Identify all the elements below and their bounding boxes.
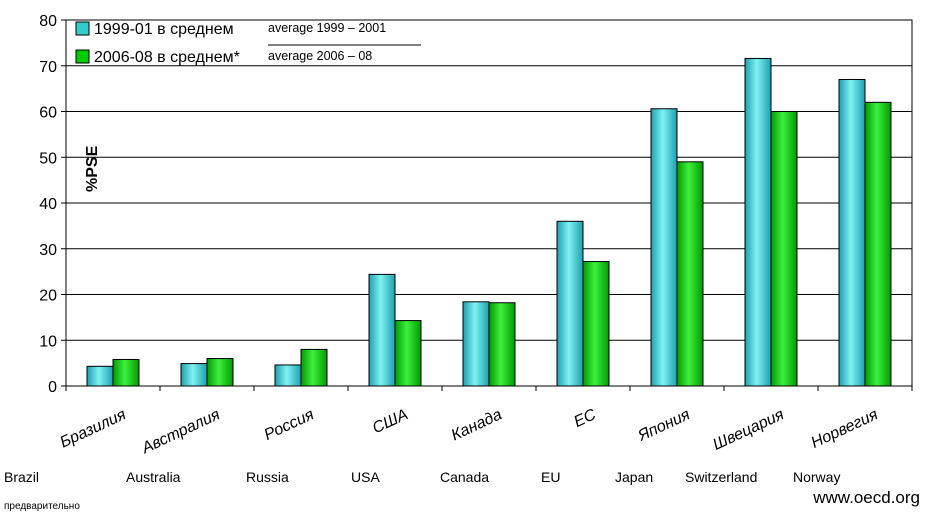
x-category-label-en: Australia [126,469,181,485]
x-category-label-en: EU [541,469,561,485]
bar-series-2-eu [582,261,610,387]
x-category-label: США [370,406,411,437]
legend-swatch-1 [75,21,90,36]
bar-series-1-eu [556,220,584,387]
legend-label-en-1: average 1999 – 2001 [268,21,386,35]
x-category-label-en: USA [351,469,380,485]
bar-series-2-brazil [112,358,140,387]
y-tick-label: 0 [48,379,57,396]
bar-series-1-japan [650,108,678,387]
x-category-label: Австралия [139,406,224,457]
y-tick-label: 30 [39,242,57,259]
bar-series-1-switzerland [744,57,772,387]
x-category-label: Канада [449,406,505,444]
x-category-label-en: Norway [793,469,841,485]
x-category-label-en: Russia [246,469,289,485]
legend-swatch-2 [75,49,90,64]
x-category-label-en: Switzerland [685,469,758,485]
x-category-label: Швецария [710,406,787,454]
bar-series-1-russia [274,364,302,387]
legend-label-1: 1999-01 в среднем [94,21,234,38]
bar-series-1-brazil [86,365,114,387]
x-category-label-en: Brazil [4,469,40,485]
x-category-label: Япония [635,406,693,445]
source-url: www.oecd.org [813,488,920,507]
y-tick-label: 50 [39,150,57,167]
x-category-label-en: Japan [615,469,654,485]
y-tick-label: 70 [39,59,57,76]
y-tick-label: 10 [39,333,57,350]
bar-series-2-norway [864,101,892,387]
bar-series-2-japan [676,161,704,387]
y-axis-label: %PSE [84,145,101,192]
bar-series-2-switzerland [770,111,798,387]
legend-label-en-2: average 2006 – 08 [268,49,372,63]
footnote: предварительно [4,501,80,512]
bar-series-2-australia [206,358,234,387]
y-tick-label: 40 [39,196,57,213]
x-category-label: Бразилия [57,406,129,451]
bar-series-2-russia [300,348,328,387]
x-category-label: Норвегия [809,406,881,452]
x-category-label-en: Canada [440,469,490,485]
bar-series-1-norway [838,78,866,387]
bar-series-1-australia [180,363,208,387]
bar-series-1-canada [462,301,490,387]
bar-series-2-usa [394,320,422,387]
y-tick-label: 60 [39,105,57,122]
y-tick-label: 80 [39,13,57,30]
y-tick-label: 20 [39,288,57,305]
x-category-label: ЕС [571,406,599,431]
legend-label-2: 2006-08 в среднем* [94,49,240,66]
bar-series-1-usa [368,273,396,387]
x-category-label: Россия [262,406,317,444]
bar-series-2-canada [488,302,516,387]
